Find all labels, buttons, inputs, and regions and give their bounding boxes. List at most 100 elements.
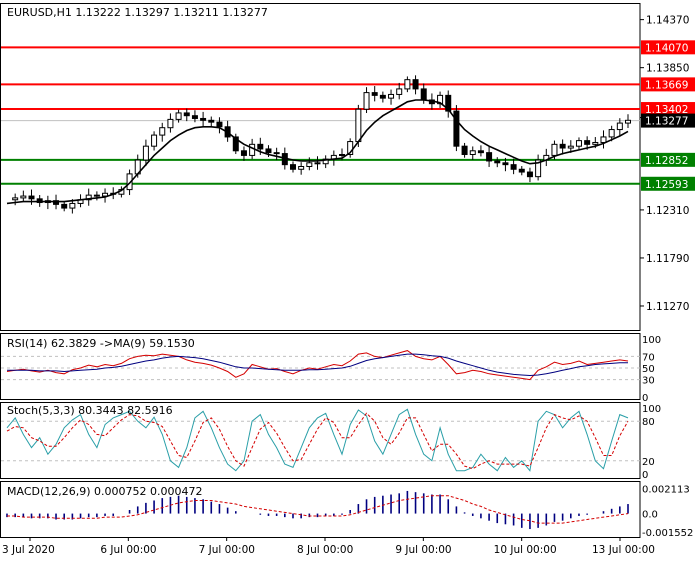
price-panel-frame <box>0 3 641 331</box>
candle-body <box>257 143 264 150</box>
candle-body <box>412 79 419 90</box>
candle-body <box>559 143 566 149</box>
candle-body <box>355 108 362 143</box>
candle-body <box>322 158 329 165</box>
candle-body <box>616 122 623 131</box>
rsi-y-tick-label: 70 <box>642 352 655 363</box>
candle-body <box>445 94 452 112</box>
x-axis-tick-label: 13 Jul 00:00 <box>592 544 655 556</box>
macd-y-tick-label: 0.0 <box>642 510 658 521</box>
resistance-level-label: 1.13402 <box>645 104 688 116</box>
candle-body <box>518 168 525 173</box>
candle-body <box>469 150 476 155</box>
candle-body <box>249 143 256 156</box>
macd-signal-line <box>7 495 629 524</box>
candle-body <box>608 129 615 138</box>
candle-body <box>494 160 501 164</box>
candle-body <box>567 145 574 149</box>
candle-body <box>625 119 631 124</box>
candle-body <box>584 140 591 145</box>
resistance-level-badge <box>641 40 695 55</box>
rsi-y-tick-label: 100 <box>642 335 661 346</box>
candle-body <box>167 118 174 129</box>
candle-body <box>592 141 599 145</box>
price-moving-average-line <box>6 99 629 205</box>
candle-body <box>216 121 223 128</box>
macd-panel-frame <box>0 481 641 538</box>
candle-body <box>575 140 582 147</box>
support-level-label: 1.12852 <box>645 155 688 167</box>
stoch-signal-line <box>6 412 629 470</box>
candle-body <box>28 195 35 200</box>
support-level-badge <box>641 152 695 167</box>
candle-body <box>159 127 166 136</box>
rsi-y-tick-label: 50 <box>642 364 655 375</box>
macd-panel-title: MACD(12,26,9) 0.000752 0.000472 <box>7 485 203 498</box>
x-axis-tick-label: 6 Jul 00:00 <box>100 544 156 556</box>
candle-body <box>208 119 215 123</box>
candle-body <box>453 110 460 147</box>
candle-body <box>102 192 109 197</box>
candle-body <box>339 153 346 156</box>
candle-body <box>551 143 558 156</box>
price-y-tick-label: 1.13850 <box>646 63 689 75</box>
candle-body <box>183 112 190 117</box>
candle-body <box>273 152 280 155</box>
rsi-panel-title: RSI(14) 62.3829 ->MA(9) 59.1530 <box>7 337 195 350</box>
candle-body <box>142 145 149 161</box>
candle-body <box>526 171 533 178</box>
support-level-badge <box>641 176 695 191</box>
rsi-y-tick-label: 0 <box>642 393 648 404</box>
x-axis-tick-label: 9 Jul 00:00 <box>395 544 451 556</box>
current-price-label: 1.13277 <box>645 116 688 128</box>
price-y-tick-label: 1.12310 <box>646 205 689 217</box>
candle-body <box>69 202 76 209</box>
candle-body <box>314 162 321 165</box>
candle-body <box>502 162 509 166</box>
candle-body <box>126 173 133 191</box>
support-level-label: 1.12593 <box>645 179 688 191</box>
current-price-badge <box>641 113 695 128</box>
candle-body <box>36 198 43 204</box>
price-y-tick-label: 1.13310 <box>646 113 689 125</box>
price-panel-title: EURUSD,H1 1.13222 1.13297 1.13211 1.1327… <box>7 6 268 19</box>
price-y-tick-label: 1.14370 <box>646 15 689 27</box>
macd-y-tick-label: -0.001552 <box>642 528 693 539</box>
price-y-tick-label: 1.11790 <box>646 253 689 265</box>
x-axis-tick-label: 3 Jul 2020 <box>2 544 55 556</box>
candle-body <box>175 112 182 120</box>
candle-body <box>151 134 158 147</box>
candle-body <box>404 79 411 90</box>
candle-body <box>53 200 60 205</box>
candle-body <box>510 164 517 170</box>
candle-body <box>486 152 493 162</box>
candle-body <box>363 92 370 110</box>
stoch-main-line <box>6 408 629 472</box>
candle-body <box>200 117 207 121</box>
candle-body <box>420 88 427 101</box>
candle-body <box>388 93 395 99</box>
candle-body <box>191 115 198 119</box>
price-y-tick-label: 1.11270 <box>646 301 689 313</box>
candle-body <box>240 150 247 156</box>
candle-body <box>12 197 19 201</box>
x-axis-tick-label: 7 Jul 00:00 <box>199 544 255 556</box>
x-axis-tick-label: 8 Jul 00:00 <box>297 544 353 556</box>
resistance-level-label: 1.14070 <box>645 42 688 54</box>
candle-body <box>306 162 313 167</box>
candle-body <box>379 94 386 99</box>
candle-body <box>85 194 92 201</box>
resistance-level-badge <box>641 77 695 92</box>
stoch-panel-title: Stoch(5,3,3) 80.3443 82.5916 <box>7 404 173 417</box>
stoch-y-tick-label: 20 <box>642 457 655 468</box>
stoch-y-tick-label: 100 <box>642 404 661 415</box>
candle-body <box>477 150 484 154</box>
candle-body <box>298 166 305 170</box>
rsi-panel-frame <box>0 333 641 400</box>
stoch-y-tick-label: 80 <box>642 417 655 428</box>
resistance-level-label: 1.13669 <box>645 79 688 91</box>
candle-body <box>93 194 100 197</box>
candle-body <box>535 159 542 178</box>
